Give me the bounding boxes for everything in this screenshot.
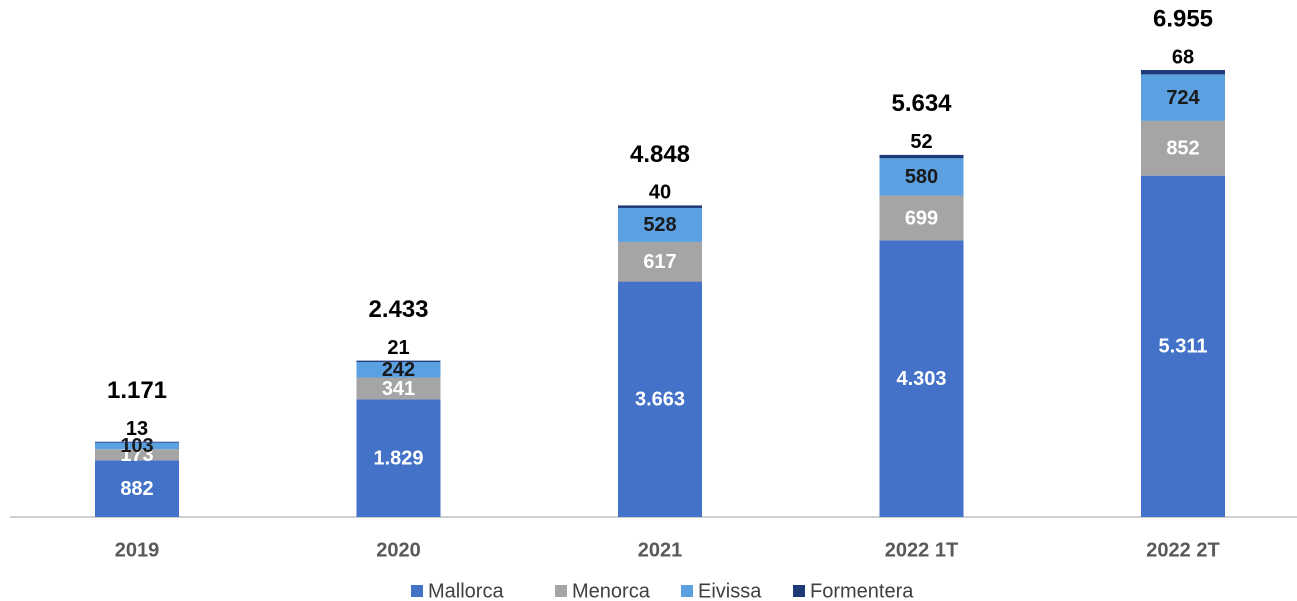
bar-segment	[356, 399, 441, 517]
total-label: 5.634	[891, 90, 952, 117]
data-label: 882	[120, 478, 153, 500]
legend-swatch	[681, 585, 693, 597]
bar-segment	[618, 241, 702, 282]
legend-label: Formentera	[810, 580, 914, 601]
total-label: 6.955	[1153, 5, 1213, 32]
data-label: 617	[643, 251, 676, 273]
bar-segment	[879, 158, 964, 196]
x-tick-label: 2019	[115, 539, 160, 561]
data-label: 68	[1172, 46, 1194, 68]
bar-segment	[95, 449, 179, 461]
bar-segment	[95, 460, 179, 517]
bar-segment	[95, 442, 179, 450]
data-label: 528	[643, 214, 676, 236]
total-label: 4.848	[630, 141, 690, 168]
bar-segment	[879, 195, 964, 241]
data-label: 341	[382, 378, 415, 400]
x-tick-label: 2021	[638, 539, 683, 561]
bar-segment	[618, 281, 702, 517]
bar-segment	[1141, 70, 1225, 75]
bar-segment	[356, 361, 441, 378]
bar-segment	[356, 360, 441, 362]
data-label: 724	[1166, 87, 1200, 109]
total-label: 2.433	[368, 296, 428, 323]
data-label: 21	[387, 337, 409, 359]
bar-segment	[618, 205, 702, 208]
x-tick-label: 2022 1T	[885, 539, 958, 561]
data-label: 5.311	[1159, 336, 1208, 358]
legend-swatch	[793, 585, 805, 597]
data-label: 699	[905, 207, 938, 229]
bar-segment	[879, 154, 964, 159]
bar-segment	[356, 377, 441, 400]
legend-label: Eivissa	[698, 580, 762, 601]
legend-swatch	[555, 585, 567, 597]
legend-label: Menorca	[572, 580, 651, 601]
bar-segment	[618, 207, 702, 242]
bar-segment	[1141, 74, 1225, 121]
data-label: 1.829	[373, 448, 423, 470]
bar-segment	[879, 240, 964, 517]
data-label: 3.663	[635, 389, 685, 411]
data-label: 173	[120, 444, 153, 466]
data-label: 103	[120, 435, 153, 457]
legend-label: Mallorca	[428, 580, 504, 601]
legend-swatch	[411, 585, 423, 597]
data-label: 40	[649, 182, 671, 204]
data-label: 13	[126, 418, 148, 440]
x-tick-label: 2022 2T	[1146, 539, 1219, 561]
data-label: 242	[382, 359, 415, 381]
data-label: 852	[1166, 138, 1199, 160]
x-tick-label: 2020	[376, 539, 421, 561]
data-label: 580	[905, 166, 938, 188]
bar-segment	[95, 441, 179, 443]
bar-segment	[1141, 175, 1225, 517]
bar-segment	[1141, 120, 1225, 176]
total-label: 1.171	[107, 377, 167, 404]
data-label: 52	[910, 131, 932, 153]
data-label: 4.303	[896, 368, 946, 390]
